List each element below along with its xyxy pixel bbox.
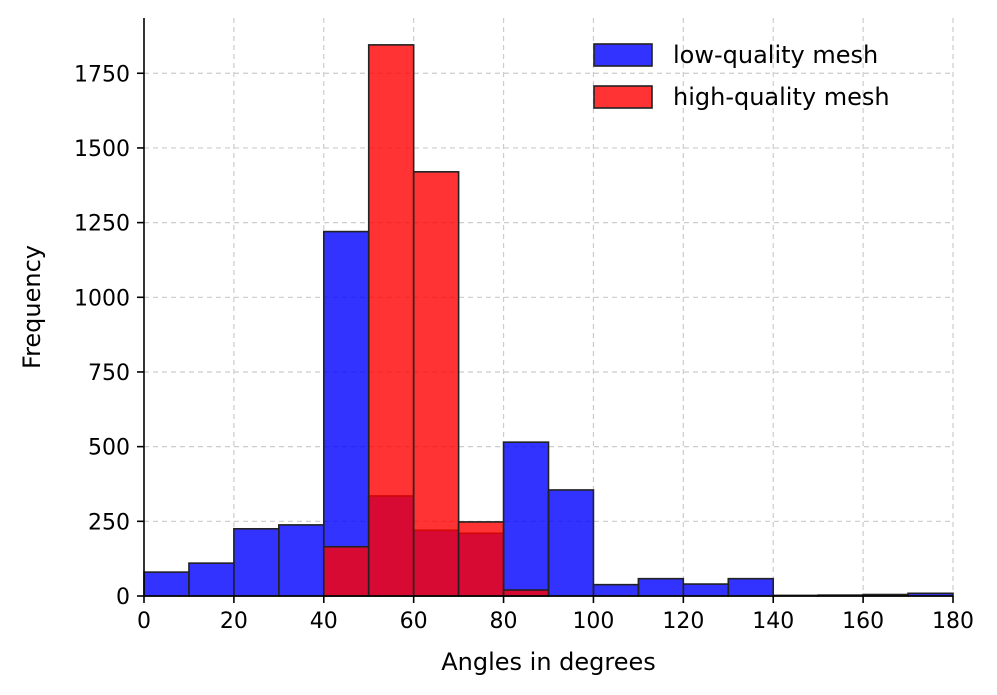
bar-low-bin-10: [188, 562, 235, 597]
legend: low-quality mesh high-quality mesh: [593, 41, 890, 111]
bar-high-bin-40: [322, 545, 370, 597]
x-tick-label-40: 40: [310, 609, 338, 634]
y-tick-label-1250: 1250: [74, 212, 130, 237]
y-tick-label-750: 750: [88, 361, 130, 386]
y-tick-label-250: 250: [88, 510, 130, 535]
legend-label-low: low-quality mesh: [673, 41, 878, 69]
y-tick-label-1000: 1000: [74, 286, 130, 311]
y-tick-label-0: 0: [116, 585, 130, 610]
bar-high-bin-60: [412, 171, 460, 597]
bar-high-bin-50: [367, 44, 415, 597]
y-tick-label-1500: 1500: [74, 137, 130, 162]
y-axis-label: Frequency: [18, 245, 46, 369]
x-tick-label-20: 20: [220, 609, 248, 634]
x-tick-label-100: 100: [572, 609, 614, 634]
bar-low-bin-100: [592, 583, 640, 597]
x-tick-label-0: 0: [137, 609, 151, 634]
bar-high-bin-80: [502, 589, 550, 597]
bar-low-bin-130: [727, 577, 775, 597]
tick-marks-and-labels: 0 20 40 60 80 100 120 140 160 180 0 250 500 750 1000 12…: [74, 62, 974, 634]
x-tick-label-60: 60: [400, 609, 428, 634]
bar-low-bin-90: [547, 489, 595, 597]
bar-low-bin-30: [278, 524, 325, 597]
legend-label-high: high-quality mesh: [673, 83, 890, 111]
y-tick-label-1750: 1750: [74, 62, 130, 87]
histogram-bars: [143, 44, 954, 597]
x-tick-label-180: 180: [932, 609, 974, 634]
x-tick-label-160: 160: [842, 609, 884, 634]
bar-low-bin-20: [233, 527, 280, 597]
bar-low-bin-120: [682, 583, 730, 597]
bar-low-bin-0: [143, 571, 190, 597]
bar-low-bin-80: [502, 441, 550, 597]
bar-high-bin-70: [457, 521, 505, 597]
bar-low-bin-40: [322, 230, 370, 597]
y-tick-label-500: 500: [88, 436, 130, 461]
axes: [143, 18, 953, 597]
bar-low-bin-110: [637, 577, 685, 597]
legend-swatch-high: [593, 85, 653, 109]
x-tick-label-120: 120: [662, 609, 704, 634]
x-axis-label: Angles in degrees: [441, 648, 656, 676]
legend-swatch-low: [593, 43, 653, 67]
x-tick-label-80: 80: [490, 609, 518, 634]
x-tick-label-140: 140: [752, 609, 794, 634]
